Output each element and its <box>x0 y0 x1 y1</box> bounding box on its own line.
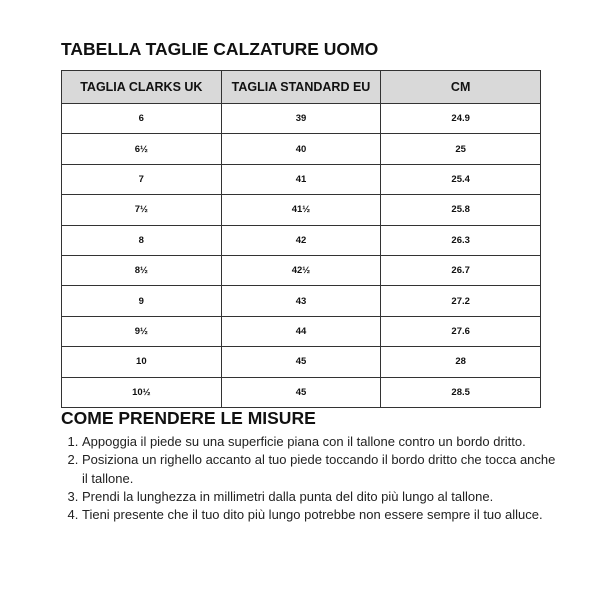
table-row: 7 41 25.4 <box>61 163 541 196</box>
cell-uk: 9½ <box>61 315 222 348</box>
cell-eu: 45 <box>220 346 382 378</box>
table-row: 7½ 41½ 25.8 <box>61 194 541 226</box>
cell-uk: 6 <box>61 102 222 135</box>
instructions-title: COME PRENDERE LE MISURE <box>61 408 316 428</box>
cell-uk: 8 <box>61 224 222 256</box>
cell-cm: 25 <box>380 133 541 165</box>
table-row: 10 45 28 <box>61 346 541 378</box>
cell-cm: 26.7 <box>380 254 541 287</box>
cell-eu: 45 <box>220 376 382 408</box>
cell-uk: 6½ <box>61 133 222 165</box>
cell-eu: 41½ <box>220 194 382 226</box>
cell-cm: 26.3 <box>380 224 541 256</box>
size-table: TAGLIA CLARKS UK TAGLIA STANDARD EU CM 6… <box>61 70 541 408</box>
cell-uk: 10 <box>61 346 222 378</box>
cell-uk: 7 <box>61 163 222 196</box>
list-item: Tieni presente che il tuo dito più lungo… <box>82 506 562 524</box>
cell-uk: 10½ <box>61 376 222 408</box>
table-header-row: TAGLIA CLARKS UK TAGLIA STANDARD EU CM <box>61 70 541 104</box>
table-row: 8½ 42½ 26.7 <box>61 254 541 287</box>
list-item: Prendi la lunghezza in millimetri dalla … <box>82 488 562 506</box>
instructions-list: Appoggia il piede su una superficie pian… <box>68 433 562 524</box>
page-title: TABELLA TAGLIE CALZATURE UOMO <box>61 39 379 59</box>
table-row: 6 39 24.9 <box>61 102 541 135</box>
cell-eu: 43 <box>220 285 382 317</box>
header-cm: CM <box>380 70 541 104</box>
cell-uk: 7½ <box>61 194 222 226</box>
cell-cm: 28.5 <box>380 376 541 408</box>
list-item: Posiziona un righello accanto al tuo pie… <box>82 451 562 488</box>
cell-cm: 27.2 <box>380 285 541 317</box>
list-item: Appoggia il piede su una superficie pian… <box>82 433 562 451</box>
cell-uk: 8½ <box>61 254 222 287</box>
cell-cm: 25.8 <box>380 194 541 226</box>
table-row: 6½ 40 25 <box>61 133 541 165</box>
header-uk: TAGLIA CLARKS UK <box>61 70 222 104</box>
cell-cm: 27.6 <box>380 315 541 348</box>
cell-eu: 39 <box>220 102 382 135</box>
header-eu: TAGLIA STANDARD EU <box>220 70 382 104</box>
cell-eu: 42 <box>220 224 382 256</box>
table-row: 10½ 45 28.5 <box>61 376 541 408</box>
cell-cm: 28 <box>380 346 541 378</box>
cell-cm: 25.4 <box>380 163 541 196</box>
cell-eu: 42½ <box>220 254 382 287</box>
cell-cm: 24.9 <box>380 102 541 135</box>
cell-eu: 41 <box>220 163 382 196</box>
cell-uk: 9 <box>61 285 222 317</box>
cell-eu: 44 <box>220 315 382 348</box>
table-row: 9 43 27.2 <box>61 285 541 317</box>
table-row: 8 42 26.3 <box>61 224 541 256</box>
table-row: 9½ 44 27.6 <box>61 315 541 348</box>
cell-eu: 40 <box>220 133 382 165</box>
